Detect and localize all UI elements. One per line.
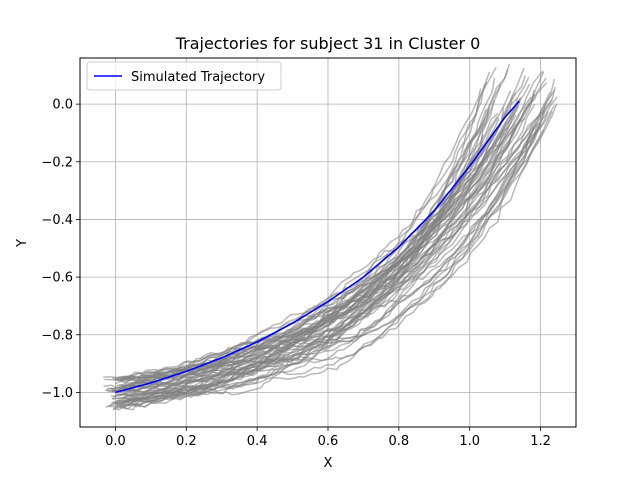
series-line-simulated-trajectory (115, 100, 520, 394)
chart-title: Trajectories for subject 31 in Cluster 0 (175, 34, 481, 53)
x-tick-label: 0.8 (389, 434, 410, 449)
y-tick-label: −1.0 (41, 386, 73, 401)
x-tick-label: 0.6 (318, 434, 339, 449)
trajectory-line (124, 96, 532, 381)
y-tick-label: −0.4 (41, 213, 73, 228)
x-tick-label: 0.4 (247, 434, 268, 449)
x-tick-label: 0.2 (176, 434, 197, 449)
x-axis-ticks: 0.0 0.2 0.4 0.6 0.8 1.0 1.2 (105, 427, 551, 449)
x-tick-label: 1.0 (459, 434, 480, 449)
x-tick-label: 1.2 (530, 434, 551, 449)
legend-label-simulated-trajectory: Simulated Trajectory (131, 70, 265, 85)
legend-box (86, 61, 282, 91)
y-tick-label: 0.0 (52, 98, 73, 113)
series-layer (115, 100, 520, 394)
y-axis-ticks: −1.0 −0.8 −0.6 −0.4 −0.2 0.0 (41, 98, 80, 401)
legend: Simulated Trajectory (86, 61, 282, 91)
y-tick-label: −0.2 (41, 155, 73, 170)
y-tick-label: −0.8 (41, 328, 73, 343)
trajectory-line (111, 98, 519, 400)
y-axis-label: Y (15, 239, 30, 248)
trajectory-line (115, 76, 530, 405)
y-tick-label: −0.6 (41, 271, 73, 286)
trajectory-line (113, 71, 545, 404)
trajectory-line (122, 77, 496, 404)
x-axis-label: X (324, 456, 333, 471)
trajectory-line (107, 129, 538, 393)
x-tick-label: 0.0 (105, 434, 126, 449)
trajectory-line (117, 108, 490, 403)
trajectory-line (105, 77, 547, 409)
